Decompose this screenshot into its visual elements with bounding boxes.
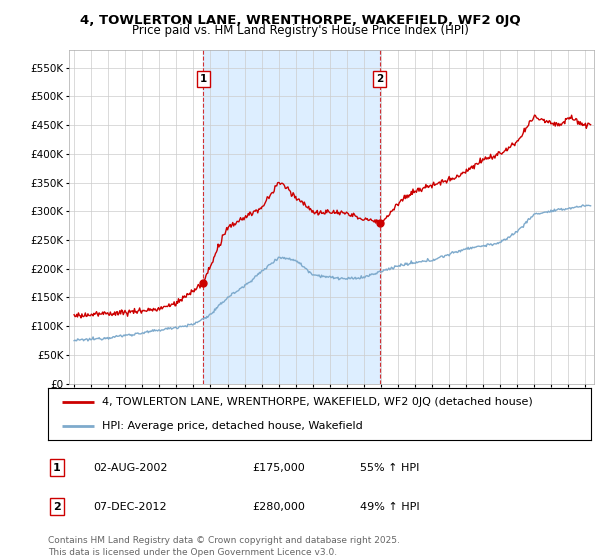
Text: 4, TOWLERTON LANE, WRENTHORPE, WAKEFIELD, WF2 0JQ: 4, TOWLERTON LANE, WRENTHORPE, WAKEFIELD… <box>80 14 520 27</box>
Text: 49% ↑ HPI: 49% ↑ HPI <box>360 502 419 512</box>
Text: £280,000: £280,000 <box>252 502 305 512</box>
Text: Contains HM Land Registry data © Crown copyright and database right 2025.
This d: Contains HM Land Registry data © Crown c… <box>48 536 400 557</box>
Text: £175,000: £175,000 <box>252 463 305 473</box>
Text: 2: 2 <box>376 74 383 84</box>
Text: 4, TOWLERTON LANE, WRENTHORPE, WAKEFIELD, WF2 0JQ (detached house): 4, TOWLERTON LANE, WRENTHORPE, WAKEFIELD… <box>103 397 533 407</box>
Text: 07-DEC-2012: 07-DEC-2012 <box>93 502 167 512</box>
Text: 1: 1 <box>200 74 207 84</box>
Text: 55% ↑ HPI: 55% ↑ HPI <box>360 463 419 473</box>
Bar <box>203 50 380 384</box>
Text: Price paid vs. HM Land Registry's House Price Index (HPI): Price paid vs. HM Land Registry's House … <box>131 24 469 37</box>
Text: HPI: Average price, detached house, Wakefield: HPI: Average price, detached house, Wake… <box>103 421 363 431</box>
Text: 1: 1 <box>53 463 61 473</box>
Text: 2: 2 <box>53 502 61 512</box>
Text: 02-AUG-2002: 02-AUG-2002 <box>93 463 167 473</box>
